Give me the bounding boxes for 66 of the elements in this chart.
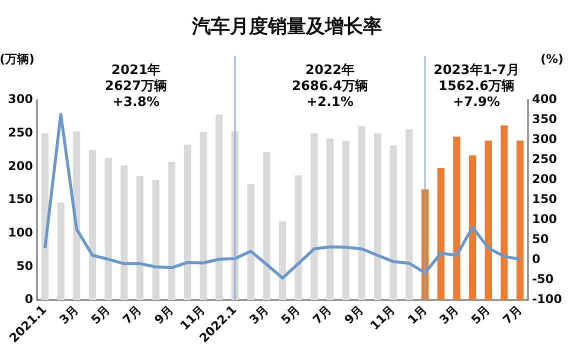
bar bbox=[41, 133, 49, 300]
y-tick-label: 0 bbox=[24, 292, 34, 306]
chart-title: 汽车月度销量及增长率 bbox=[191, 15, 382, 38]
y2-tick-label: 100 bbox=[532, 212, 558, 226]
bar bbox=[120, 165, 128, 300]
x-tick-label: 3月 bbox=[56, 302, 81, 327]
x-tick-label: 5月 bbox=[468, 302, 493, 327]
x-tick-label: 5月 bbox=[278, 302, 303, 327]
bar bbox=[358, 126, 366, 300]
bar bbox=[406, 129, 413, 300]
y-tick-label: 100 bbox=[8, 226, 34, 240]
y2-tick-label: 200 bbox=[532, 172, 558, 186]
x-tick-label: 11月 bbox=[368, 302, 398, 333]
bar bbox=[184, 144, 192, 300]
bar bbox=[294, 175, 302, 300]
annotation: 2023年1-7月 1562.6万辆 +7.9% bbox=[434, 62, 520, 110]
bar bbox=[200, 132, 207, 300]
bar bbox=[453, 136, 460, 300]
y-tick-label: 200 bbox=[8, 158, 34, 173]
bar bbox=[278, 221, 286, 300]
x-tick-label: 3月 bbox=[246, 302, 272, 327]
bar bbox=[500, 125, 508, 300]
bar bbox=[216, 114, 223, 300]
bar bbox=[484, 140, 492, 300]
y2-tick-label: 300 bbox=[532, 132, 558, 146]
y-tick-label: 150 bbox=[8, 192, 34, 206]
bar bbox=[310, 133, 318, 300]
y2-tick-label: 50 bbox=[532, 232, 549, 246]
bar bbox=[88, 150, 96, 300]
x-tick-label: 3月 bbox=[436, 302, 462, 327]
y-tick-label: 250 bbox=[8, 125, 34, 140]
bar bbox=[168, 162, 176, 300]
y-tick-label: 50 bbox=[16, 258, 34, 273]
x-tick-label: 1月 bbox=[405, 302, 430, 327]
y2-tick-label: -50 bbox=[532, 272, 554, 286]
bar bbox=[390, 145, 397, 300]
bar bbox=[152, 180, 160, 300]
bar bbox=[263, 152, 270, 300]
x-tick-label: 9月 bbox=[152, 302, 176, 327]
y-tick-label: 300 bbox=[8, 92, 34, 106]
bar bbox=[516, 140, 524, 300]
bar bbox=[73, 131, 80, 300]
x-tick-label: 5月 bbox=[88, 302, 113, 327]
bar bbox=[326, 138, 334, 300]
bar bbox=[468, 155, 476, 300]
bar bbox=[247, 184, 254, 300]
bar bbox=[136, 176, 144, 300]
x-tick-label: 7月 bbox=[310, 302, 334, 327]
x-tick-label: 7月 bbox=[500, 302, 524, 327]
bar bbox=[437, 168, 444, 300]
y2-tick-label: 150 bbox=[532, 192, 558, 206]
y-axis-title: (万辆) bbox=[0, 52, 35, 66]
bar bbox=[342, 140, 350, 300]
y2-tick-label: 0 bbox=[532, 252, 540, 266]
x-tick-label: 7月 bbox=[120, 302, 144, 327]
bar bbox=[374, 133, 382, 300]
y2-axis-title: (%) bbox=[540, 52, 564, 66]
y2-tick-label: 350 bbox=[532, 112, 558, 126]
annotation: 2021年 2627万辆 +3.8% bbox=[104, 62, 168, 110]
annotation: 2022年 2686.4万辆 +2.1% bbox=[292, 62, 368, 110]
x-tick-label: 9月 bbox=[342, 302, 366, 327]
y2-tick-label: -100 bbox=[532, 292, 562, 306]
bar bbox=[104, 158, 112, 300]
y2-tick-label: 250 bbox=[532, 152, 558, 166]
bar bbox=[57, 202, 64, 300]
y2-tick-label: 400 bbox=[532, 92, 558, 106]
